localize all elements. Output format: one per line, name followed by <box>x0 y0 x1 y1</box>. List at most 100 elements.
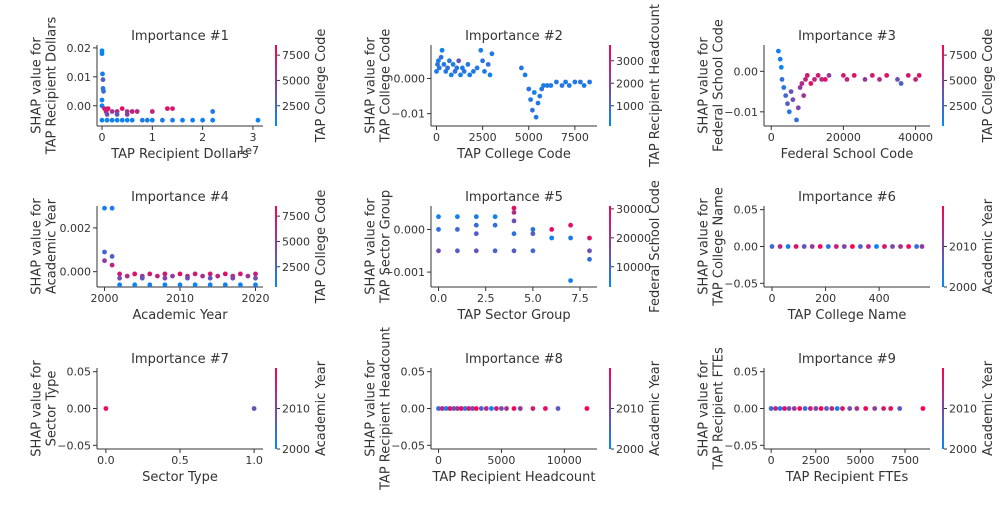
scatter-point <box>528 97 533 102</box>
scatter-point <box>829 406 835 411</box>
scatter-point <box>101 88 106 94</box>
colorbar <box>942 206 944 287</box>
scatter-point <box>434 69 439 74</box>
scatter-point <box>522 72 528 78</box>
scatter-point <box>530 248 536 254</box>
panel-title: Importance #6 <box>798 190 896 205</box>
scatter-point <box>797 85 803 90</box>
colorbar-tick-label: 7500 <box>282 210 310 223</box>
scatter-point <box>809 244 815 249</box>
scatter-point <box>450 62 456 67</box>
y-tick-label: −0.05 <box>57 439 91 452</box>
scatter-point <box>458 406 464 411</box>
y-axis-label: SHAP value for <box>364 360 379 457</box>
scatter-point <box>791 406 797 411</box>
scatter-point <box>813 406 819 411</box>
scatter-point <box>541 83 546 88</box>
x-tick-label: 2 <box>199 131 206 144</box>
scatter-point <box>124 273 130 279</box>
y-axis-label: Academic Year <box>45 198 60 294</box>
colorbar-tick-label: 2000 <box>949 281 977 294</box>
scatter-point <box>808 81 814 86</box>
scatter-point <box>788 89 794 94</box>
x-tick-label: 2010 <box>166 292 194 305</box>
scatter-point <box>914 244 919 249</box>
panel-title: Importance #3 <box>798 29 896 44</box>
scatter-point <box>898 81 904 86</box>
x-tick-label: 0 <box>769 292 776 305</box>
y-tick-label: 0.00 <box>734 65 759 78</box>
scatter-point <box>207 271 213 277</box>
scatter-point <box>913 77 918 82</box>
x-tick-label: 20000 <box>826 131 861 144</box>
scatter-point <box>436 406 441 411</box>
scatter-point <box>866 244 871 249</box>
scatter-point <box>572 79 578 85</box>
scatter-point <box>473 214 479 220</box>
scatter-point <box>844 77 850 82</box>
scatter-point <box>192 282 198 288</box>
scatter-point <box>489 406 494 411</box>
x-tick-label: 400 <box>869 292 890 305</box>
scatter-point <box>454 65 460 71</box>
x-tick-label: 2020 <box>241 292 269 305</box>
scatter-point <box>439 47 445 53</box>
scatter-point <box>436 65 442 71</box>
scatter-point <box>124 117 130 123</box>
scatter-point <box>448 72 454 78</box>
scatter-point <box>773 406 778 411</box>
scatter-point <box>559 83 565 88</box>
scatter-point <box>100 77 106 83</box>
scatter-point <box>822 77 828 82</box>
scatter-point <box>436 58 441 64</box>
colorbar <box>609 45 611 126</box>
panel-title: Importance #7 <box>131 352 229 367</box>
scatter-point <box>200 117 206 123</box>
scatter-point <box>833 244 839 249</box>
colorbar-label: Federal School Code <box>648 180 663 313</box>
y-tick-label: 0.05 <box>734 204 759 217</box>
scatter-point <box>549 235 555 241</box>
x-axis-label: TAP Recipient Headcount <box>431 470 595 485</box>
y-axis-label: TAP Recipient FTEs <box>712 347 727 471</box>
scatter-point <box>919 244 925 249</box>
scatter-point <box>473 248 479 254</box>
y-axis-label: SHAP value for <box>30 37 45 134</box>
scatter-point <box>519 65 524 71</box>
y-tick-label: 0.05 <box>67 366 92 379</box>
scatter-point <box>129 117 135 123</box>
scatter-point <box>511 205 517 211</box>
scatter-point <box>100 71 105 77</box>
y-tick-label: 0.05 <box>401 366 426 379</box>
scatter-point <box>797 406 803 411</box>
x-axis-label: TAP College Name <box>787 308 907 323</box>
scatter-point <box>119 106 125 111</box>
scatter-point <box>511 218 517 224</box>
x-tick-label: 0.0 <box>430 292 448 305</box>
scatter-point <box>117 271 122 277</box>
x-tick-label: 0 <box>435 454 442 467</box>
y-axis-label: TAP Recipient Headcount <box>379 327 394 491</box>
scatter-point <box>799 81 805 86</box>
scatter-point <box>492 222 498 228</box>
colorbar-tick-label: 7500 <box>282 49 310 62</box>
scatter-point <box>817 244 823 249</box>
scatter-point <box>825 244 831 249</box>
scatter-point <box>568 235 573 241</box>
x-tick-label: 0 <box>433 131 440 144</box>
scatter-point <box>543 406 548 411</box>
scatter-point <box>170 106 175 111</box>
scatter-point <box>531 90 537 95</box>
scatter-point <box>530 107 535 113</box>
colorbar-tick-label: 1000 <box>616 100 644 113</box>
scatter-point <box>109 117 115 123</box>
y-tick-label: 0.00 <box>67 403 92 416</box>
y-tick-label: −0.01 <box>724 106 758 119</box>
scatter-point <box>134 109 140 114</box>
y-axis-label: Federal School Code <box>712 19 727 152</box>
y-tick-label: 0.00 <box>734 403 759 416</box>
x-tick-label: 40000 <box>898 131 933 144</box>
colorbar-tick-label: 5000 <box>282 74 310 87</box>
scatter-point <box>890 244 895 249</box>
